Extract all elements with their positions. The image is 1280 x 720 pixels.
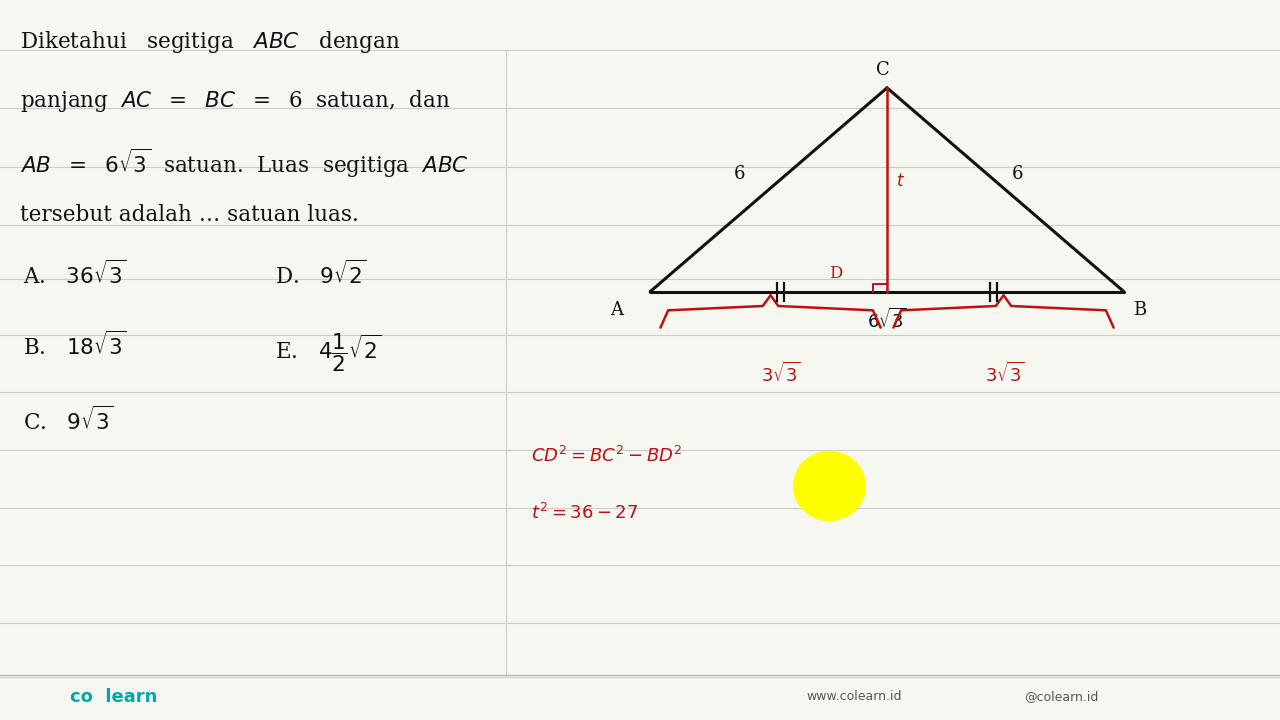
Text: 6: 6 bbox=[1012, 166, 1023, 183]
Text: panjang  $\mathit{AC}$  $=$  $\mathit{BC}$  $=$  6  satuan,  dan: panjang $\mathit{AC}$ $=$ $\mathit{BC}$ … bbox=[20, 88, 452, 114]
Text: $\mathit{AB}$  $=$  $6\sqrt{3}$  satuan.  Luas  segitiga  $\mathit{ABC}$: $\mathit{AB}$ $=$ $6\sqrt{3}$ satuan. Lu… bbox=[20, 147, 470, 180]
Ellipse shape bbox=[794, 451, 865, 521]
Text: $3\sqrt{3}$: $3\sqrt{3}$ bbox=[760, 361, 801, 386]
Text: $CD^2 = BC^2 - BD^2$: $CD^2 = BC^2 - BD^2$ bbox=[531, 446, 682, 467]
Text: co  learn: co learn bbox=[70, 688, 157, 706]
Text: A: A bbox=[611, 301, 623, 319]
Text: $3\sqrt{3}$: $3\sqrt{3}$ bbox=[984, 361, 1025, 386]
Text: $6\sqrt{3}$: $6\sqrt{3}$ bbox=[867, 308, 908, 333]
Text: C.   $9\sqrt{3}$: C. $9\sqrt{3}$ bbox=[23, 407, 114, 435]
Text: 6: 6 bbox=[735, 166, 745, 183]
Text: C: C bbox=[877, 61, 890, 79]
Text: www.colearn.id: www.colearn.id bbox=[806, 690, 902, 703]
Text: D.   $9\sqrt{2}$: D. $9\sqrt{2}$ bbox=[275, 261, 367, 289]
Text: tersebut adalah … satuan luas.: tersebut adalah … satuan luas. bbox=[20, 204, 360, 227]
Text: B: B bbox=[1133, 301, 1146, 319]
Text: @colearn.id: @colearn.id bbox=[1024, 690, 1098, 703]
Text: $t^2 = 36 - 27$: $t^2 = 36 - 27$ bbox=[531, 503, 639, 523]
Text: E.   $4\dfrac{1}{2}\sqrt{2}$: E. $4\dfrac{1}{2}\sqrt{2}$ bbox=[275, 331, 381, 374]
Text: Diketahui   segitiga   $\mathit{ABC}$   dengan: Diketahui segitiga $\mathit{ABC}$ dengan bbox=[20, 29, 401, 55]
Text: B.   $18\sqrt{3}$: B. $18\sqrt{3}$ bbox=[23, 331, 127, 359]
Text: D: D bbox=[829, 265, 842, 282]
Text: $t$: $t$ bbox=[896, 173, 905, 190]
Text: A.   $36\sqrt{3}$: A. $36\sqrt{3}$ bbox=[23, 261, 127, 289]
